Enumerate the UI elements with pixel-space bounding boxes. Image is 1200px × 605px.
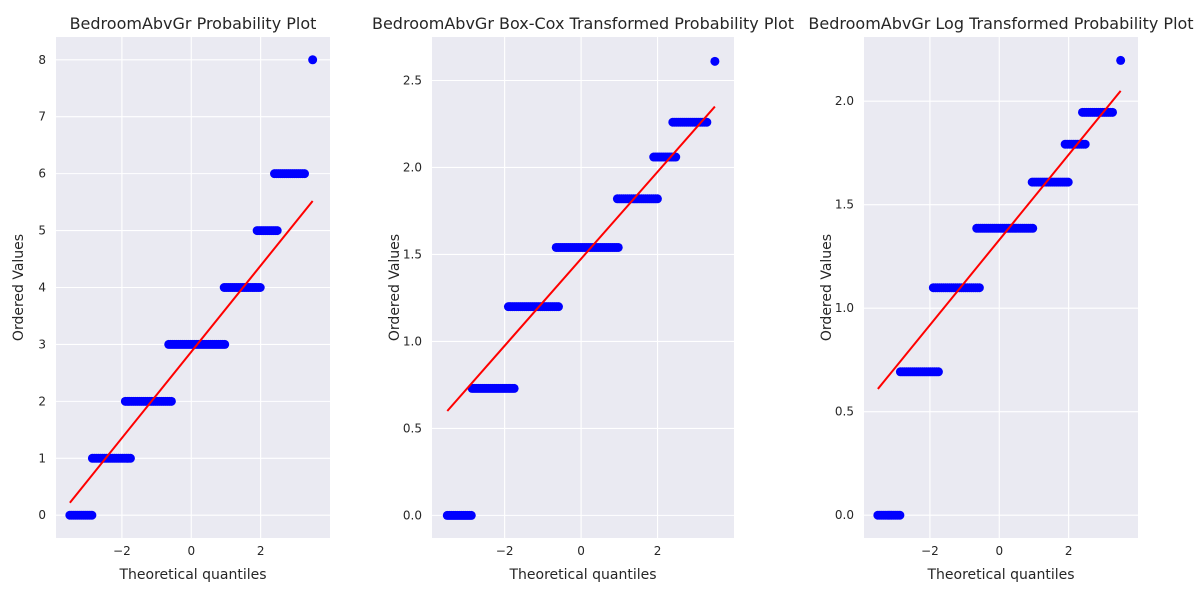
data-point	[702, 117, 712, 127]
data-point	[974, 283, 984, 293]
y-tick-label: 4	[38, 281, 46, 295]
data-point	[933, 367, 943, 377]
chart-panel-3: −2 0 2 0.0 0.5 1.0 1.5 2.0 BedroomAbvGr Log Tran…	[808, 14, 1193, 583]
x-tick-label: −2	[496, 544, 514, 558]
data-point	[272, 226, 282, 236]
data-point	[553, 302, 563, 312]
y-tick-label: 1.5	[403, 247, 422, 261]
chart-title: BedroomAbvGr Box-Cox Transformed Probabi…	[372, 14, 794, 33]
data-point	[613, 242, 623, 252]
x-tick-label: 2	[1065, 544, 1073, 558]
y-tick-label: 0.0	[835, 508, 854, 522]
y-tick-label: 0	[38, 508, 46, 522]
chart-title: BedroomAbvGr Log Transformed Probability…	[808, 14, 1193, 33]
x-tick-label: 2	[257, 544, 265, 558]
y-axis-label: Ordered Values	[819, 234, 835, 341]
data-point	[652, 194, 662, 204]
x-axis-label: Theoretical quantiles	[508, 567, 656, 583]
x-tick-label: 0	[577, 544, 585, 558]
y-axis-label: Ordered Values	[387, 234, 403, 341]
y-tick-label: 0.5	[403, 421, 422, 435]
data-point	[895, 510, 905, 520]
y-tick-label: 0.0	[403, 508, 422, 522]
data-point	[1080, 139, 1090, 149]
x-axis-label: Theoretical quantiles	[926, 567, 1074, 583]
y-tick-label: 8	[38, 53, 46, 67]
data-point	[166, 396, 176, 406]
y-tick-label: 3	[38, 337, 46, 351]
x-tick-label: 0	[995, 544, 1003, 558]
data-points	[442, 56, 720, 520]
y-tick-label: 2.0	[835, 94, 854, 108]
data-point	[1028, 223, 1038, 233]
outlier-point	[1116, 55, 1126, 65]
y-tick-label: 1.0	[403, 334, 422, 348]
data-point	[220, 339, 230, 349]
outlier-point	[710, 56, 720, 66]
data-points	[65, 55, 318, 520]
outlier-point	[308, 55, 318, 65]
y-tick-label: 5	[38, 224, 46, 238]
y-tick-label: 2.0	[403, 160, 422, 174]
x-tick-label: 0	[187, 544, 195, 558]
data-point	[300, 169, 310, 179]
plot-area	[432, 37, 734, 538]
chart-panel-1: −2 0 2 0 1 2 3 4 5 6 7 8 BedroomAbvGr Probability Pl…	[11, 14, 330, 583]
data-point	[466, 510, 476, 520]
chart-panel-2: −2 0 2 0.0 0.5 1.0 1.5 2.0 2.5 BedroomAbvGr Box-C…	[372, 14, 794, 583]
y-tick-label: 0.5	[835, 405, 854, 419]
y-tick-label: 7	[38, 110, 46, 124]
data-point	[1108, 107, 1118, 117]
fit-line	[877, 90, 1122, 390]
y-tick-label: 1	[38, 451, 46, 465]
x-tick-label: 2	[654, 544, 662, 558]
x-tick-label: −2	[921, 544, 939, 558]
x-axis-label: Theoretical quantiles	[118, 567, 266, 583]
y-tick-label: 2.5	[403, 73, 422, 87]
data-point	[125, 453, 135, 463]
y-tick-label: 2	[38, 394, 46, 408]
data-point	[87, 510, 97, 520]
x-tick-label: −2	[113, 544, 131, 558]
y-tick-label: 1.0	[835, 301, 854, 315]
y-tick-label: 1.5	[835, 198, 854, 212]
data-point	[255, 283, 265, 292]
data-point	[509, 383, 519, 393]
fit-line	[446, 105, 716, 412]
y-axis-label: Ordered Values	[11, 234, 27, 341]
plot-area	[864, 37, 1138, 538]
data-point	[1063, 177, 1073, 187]
fit-line	[69, 200, 314, 504]
chart-title: BedroomAbvGr Probability Plot	[70, 14, 317, 33]
y-tick-label: 6	[38, 167, 46, 181]
